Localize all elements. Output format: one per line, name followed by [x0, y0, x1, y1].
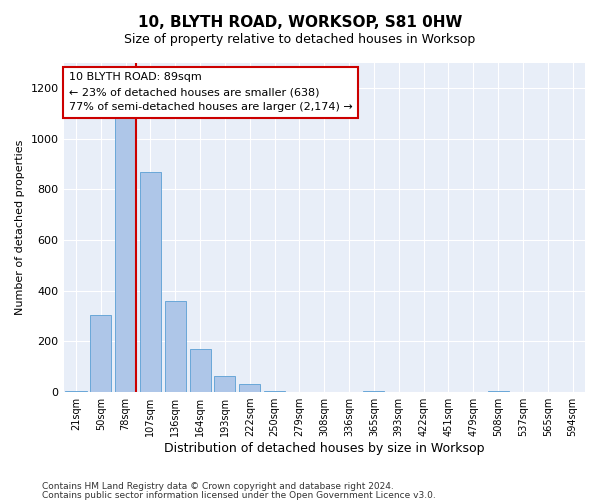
Text: 10, BLYTH ROAD, WORKSOP, S81 0HW: 10, BLYTH ROAD, WORKSOP, S81 0HW: [138, 15, 462, 30]
Bar: [190, 349, 211, 392]
Bar: [90, 315, 112, 392]
Text: Contains public sector information licensed under the Open Government Licence v3: Contains public sector information licen…: [42, 490, 436, 500]
Bar: [140, 172, 161, 392]
Bar: [488, 391, 509, 392]
X-axis label: Distribution of detached houses by size in Worksop: Distribution of detached houses by size …: [164, 442, 485, 455]
Bar: [264, 391, 285, 392]
Bar: [165, 301, 186, 392]
Bar: [214, 376, 235, 392]
Text: Contains HM Land Registry data © Crown copyright and database right 2024.: Contains HM Land Registry data © Crown c…: [42, 482, 394, 491]
Y-axis label: Number of detached properties: Number of detached properties: [15, 140, 25, 315]
Bar: [65, 391, 86, 392]
Text: 10 BLYTH ROAD: 89sqm
← 23% of detached houses are smaller (638)
77% of semi-deta: 10 BLYTH ROAD: 89sqm ← 23% of detached h…: [69, 72, 353, 112]
Bar: [239, 384, 260, 392]
Bar: [364, 391, 385, 392]
Bar: [115, 100, 136, 392]
Text: Size of property relative to detached houses in Worksop: Size of property relative to detached ho…: [124, 32, 476, 46]
